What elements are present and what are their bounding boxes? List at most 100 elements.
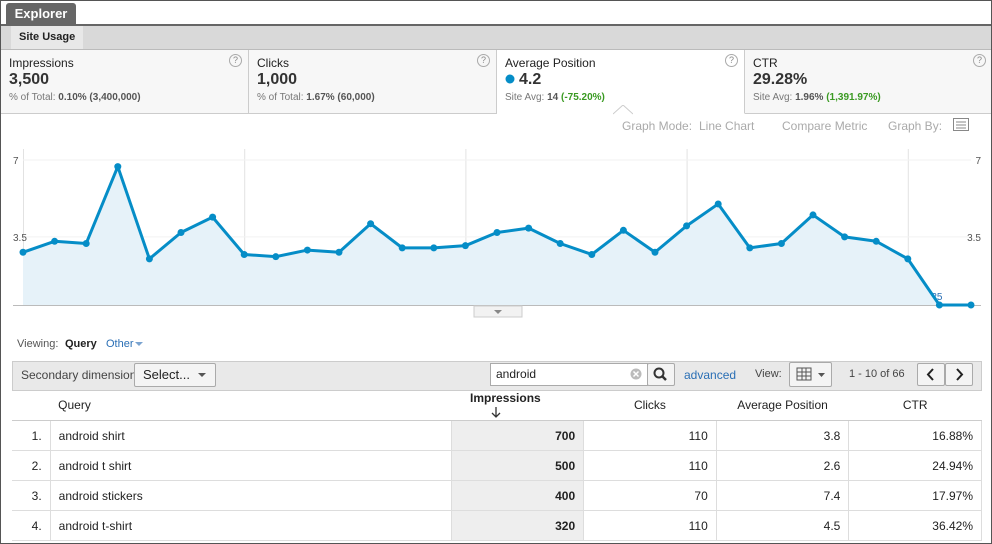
metric-name: Clicks [257, 56, 289, 70]
column-header[interactable]: Clicks [583, 390, 717, 421]
table-cell: 3. [12, 480, 51, 511]
metric-note: % of Total: 1.67% (60,000) [257, 92, 375, 103]
table-cell: 110 [583, 420, 717, 451]
table-cell: 110 [583, 450, 717, 481]
column-header[interactable]: Average Position [716, 390, 849, 421]
metric-card[interactable]: Clicks 1,000 % of Total: 1.67% (60,000)? [249, 50, 497, 114]
table-cell: 3.8 [715, 420, 850, 451]
point[interactable] [398, 244, 406, 252]
secondary-dimension-select[interactable] [134, 363, 216, 387]
next-page[interactable] [945, 363, 973, 386]
help-icon[interactable]: ? [725, 54, 738, 67]
point[interactable] [588, 250, 596, 258]
note-value: 14 [547, 92, 559, 103]
data-table: Query Impressions Clicks Average Position CT… [12, 390, 982, 541]
column-header[interactable]: Impressions [451, 390, 584, 421]
select-arrow [198, 373, 206, 377]
point[interactable] [493, 229, 501, 236]
metric-value: 29.28% [753, 71, 808, 88]
secondary-dimension-label: Secondary dimension: [21, 368, 140, 382]
viewing-label: Viewing: [17, 338, 59, 350]
line-chart: Nov 27Dec 4Dec 11Dec 18Dec 253.53.577 [13, 149, 981, 318]
point[interactable] [651, 248, 659, 256]
dot [505, 74, 515, 84]
subtab-site-usage[interactable]: Site Usage [11, 26, 84, 49]
table-row: 2. android t shirt 500 110 2.6 24.94% [12, 450, 982, 481]
point[interactable] [19, 248, 27, 256]
point[interactable] [746, 244, 754, 252]
table-cell: 2.6 [715, 450, 850, 481]
table-cell: 36.42% [848, 510, 982, 541]
pagination: 1 - 10 of 66 [849, 368, 905, 380]
column-header[interactable]: CTR [848, 390, 982, 421]
table-cell: 4.5 [715, 510, 850, 541]
metric-note: % of Total: 0.10% (3,400,000) [9, 92, 141, 103]
point[interactable] [51, 237, 59, 245]
point[interactable] [335, 248, 343, 256]
note-change: (1,391.97%) [826, 92, 881, 103]
column-header[interactable]: Query [50, 390, 452, 421]
point[interactable] [430, 244, 438, 252]
point[interactable] [777, 239, 785, 247]
note-value: 1.96% [795, 92, 824, 103]
point[interactable] [967, 301, 975, 309]
table-cell: android t shirt [49, 450, 452, 481]
point[interactable] [904, 255, 912, 263]
point[interactable] [177, 229, 185, 236]
viewing-other[interactable]: Other [106, 338, 134, 350]
metric-name: CTR [753, 56, 778, 70]
metric-value: 1,000 [257, 71, 298, 88]
compare-metric[interactable]: Compare Metric [782, 119, 868, 133]
graph-mode[interactable]: Line Chart [699, 119, 755, 133]
help-icon[interactable]: ? [973, 54, 986, 67]
view-toggle[interactable] [789, 362, 832, 387]
advanced-link[interactable]: advanced [684, 368, 737, 382]
point[interactable] [461, 242, 469, 250]
point[interactable] [272, 253, 280, 261]
point[interactable] [683, 222, 691, 230]
prev-page[interactable] [917, 363, 945, 386]
note-label: % of Total: [9, 92, 56, 103]
point[interactable] [872, 237, 880, 245]
note-change: (-75.20%) [560, 92, 605, 103]
y-tick-label-right: 7 [975, 156, 981, 167]
column-title: Average Position [737, 398, 828, 412]
point[interactable] [209, 213, 217, 221]
tab-explorer[interactable]: Explorer [6, 3, 76, 24]
resize-arrow [494, 310, 502, 314]
metric-name: Impressions [9, 56, 74, 70]
graph-by-icon[interactable] [953, 118, 969, 131]
metric-note: Site Avg: 1.96% (1,391.97%) [753, 92, 881, 103]
help-icon[interactable]: ? [229, 54, 242, 67]
point[interactable] [114, 163, 122, 171]
point[interactable] [303, 246, 311, 254]
point[interactable] [619, 226, 627, 234]
point[interactable] [367, 220, 375, 228]
point[interactable] [841, 233, 849, 241]
point[interactable] [525, 224, 533, 232]
table-cell: 400 [450, 480, 585, 511]
table-cell: 70 [583, 480, 717, 511]
metric-card[interactable]: Impressions 3,500 % of Total: 0.10% (3,400… [1, 50, 249, 114]
note-label: Site Avg: [505, 92, 545, 103]
search-text: android [496, 367, 537, 381]
table-row: 3. android stickers 400 70 7.4 17.97% [12, 480, 982, 511]
viewing-query[interactable]: Query [65, 338, 97, 350]
help-icon[interactable]: ? [477, 54, 490, 67]
clear-search[interactable] [630, 368, 642, 380]
table-cell: 320 [450, 510, 585, 541]
table-cell: 500 [450, 450, 585, 481]
point[interactable] [145, 255, 153, 263]
search-button[interactable] [647, 363, 675, 386]
select-text: Select... [143, 367, 190, 382]
point[interactable] [935, 301, 943, 309]
point[interactable] [240, 250, 248, 258]
point[interactable] [556, 239, 564, 247]
y-tick-label: 3.5 [13, 233, 27, 244]
point[interactable] [714, 200, 722, 208]
notch [613, 105, 633, 115]
point[interactable] [82, 239, 90, 247]
metric-card[interactable]: CTR 29.28% Site Avg: 1.96% (1,391.97%)? [745, 50, 991, 114]
point[interactable] [809, 211, 817, 219]
